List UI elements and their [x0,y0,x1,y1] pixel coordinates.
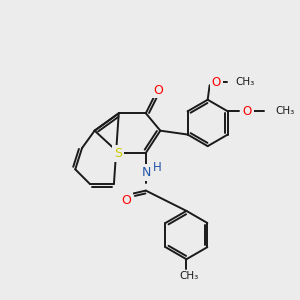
Text: N: N [142,166,152,179]
Text: CH₃: CH₃ [236,77,255,87]
Text: CH₃: CH₃ [180,271,199,281]
Text: S: S [114,147,122,161]
Text: CH₃: CH₃ [275,106,294,116]
Text: H: H [153,161,162,174]
Text: O: O [212,76,221,89]
Text: O: O [242,105,252,118]
Text: O: O [122,194,131,207]
Text: O: O [154,84,163,97]
